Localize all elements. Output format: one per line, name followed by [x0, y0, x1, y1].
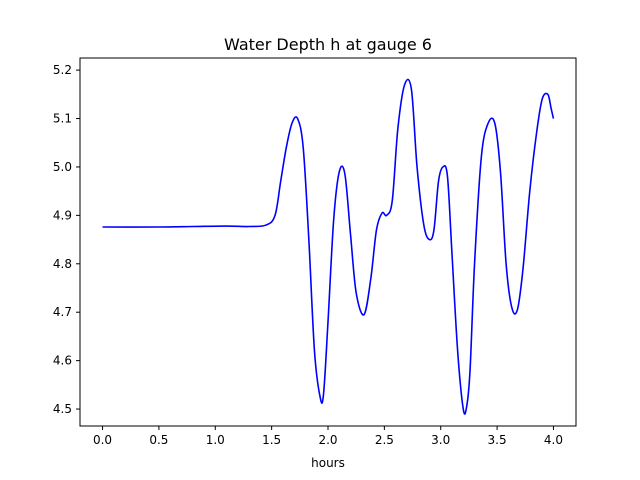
y-tick-label: 4.8 — [53, 257, 72, 271]
series-line-0 — [102, 78, 555, 415]
y-tick-label: 4.9 — [53, 208, 72, 222]
x-tick-label: 1.0 — [206, 433, 225, 447]
y-tick-label: 5.1 — [53, 112, 72, 126]
x-axis-label: hours — [311, 456, 345, 470]
plot-series — [102, 78, 555, 415]
y-tick-label: 4.5 — [53, 402, 72, 416]
y-tick-label: 4.7 — [53, 305, 72, 319]
y-tick-label: 5.0 — [53, 160, 72, 174]
x-tick-label: 1.5 — [262, 433, 281, 447]
x-axis-ticks: 0.0 0.5 1.0 1.5 2.0 2.5 3.0 3.5 4.0 — [93, 426, 563, 447]
x-tick-label: 0.5 — [149, 433, 168, 447]
x-tick-label: 0.0 — [93, 433, 112, 447]
x-tick-label: 3.5 — [488, 433, 507, 447]
x-tick-label: 2.5 — [375, 433, 394, 447]
y-axis-ticks: 4.5 4.6 4.7 4.8 4.9 5.0 5.1 5.2 — [53, 63, 80, 416]
chart-title: Water Depth h at gauge 6 — [224, 35, 432, 54]
x-tick-label: 3.0 — [431, 433, 450, 447]
y-tick-label: 5.2 — [53, 63, 72, 77]
x-tick-label: 4.0 — [544, 433, 563, 447]
y-tick-label: 4.6 — [53, 354, 72, 368]
x-tick-label: 2.0 — [318, 433, 337, 447]
